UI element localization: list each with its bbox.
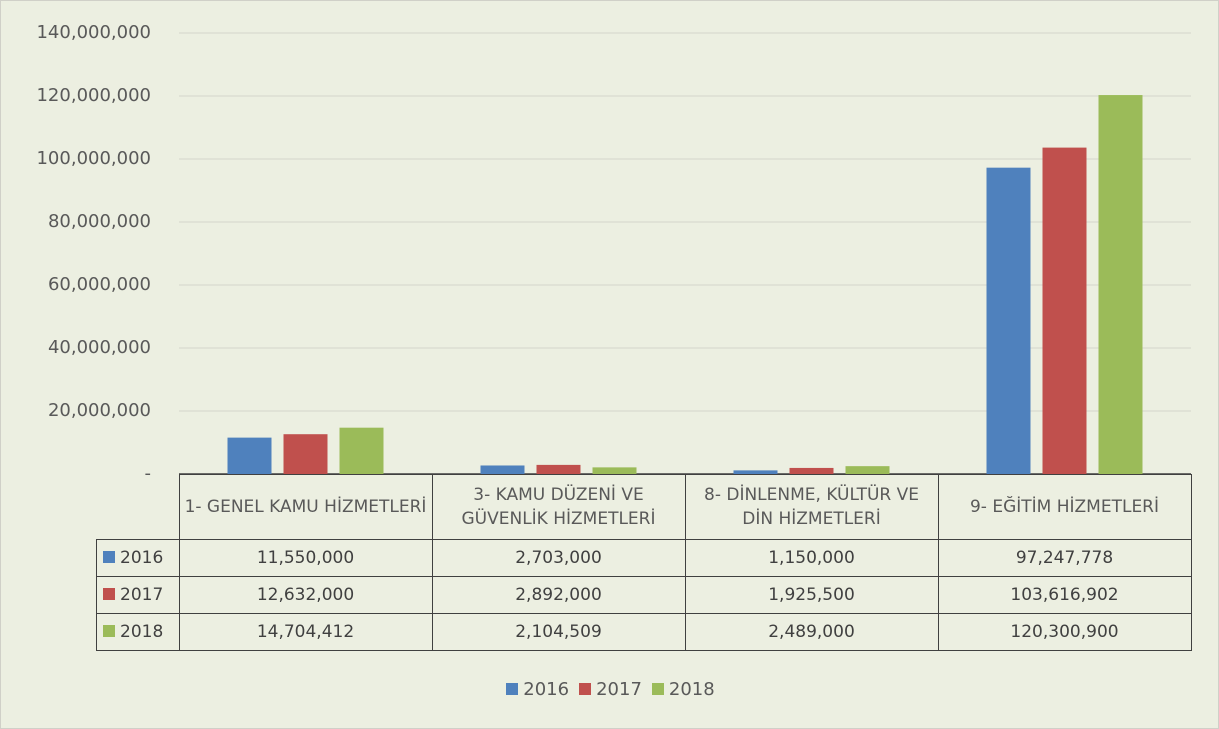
legend-swatch bbox=[103, 551, 115, 563]
data-label: 2,104,509 bbox=[431, 613, 686, 651]
legend-swatch bbox=[651, 683, 664, 695]
table-row-label: 2017 bbox=[96, 576, 180, 614]
data-label: 1,150,000 bbox=[684, 539, 939, 577]
bar bbox=[536, 464, 581, 474]
legend: 2016 2017 2018 bbox=[1, 679, 1218, 700]
x-tick-label: 3- KAMU DÜZENİ VE GÜVENLİK HİZMETLERİ bbox=[431, 474, 686, 540]
bar bbox=[845, 466, 890, 474]
series-name: 2018 bbox=[120, 622, 164, 642]
y-tick-label: 100,000,000 bbox=[36, 148, 151, 169]
data-label: 2,892,000 bbox=[431, 576, 686, 614]
legend-item: 2018 bbox=[651, 679, 715, 700]
bar bbox=[339, 427, 384, 474]
y-tick-label: 60,000,000 bbox=[48, 274, 151, 295]
table-row-label: 2018 bbox=[96, 613, 180, 651]
table-header-row: 1- GENEL KAMU HİZMETLERİ 3- KAMU DÜZENİ V… bbox=[96, 474, 1192, 540]
bar bbox=[789, 467, 834, 474]
x-tick-label: 8- DİNLENME, KÜLTÜR VE DİN HİZMETLERİ bbox=[684, 474, 939, 540]
table-row: 2018 14,704,412 2,104,509 2,489,000 120,300,… bbox=[96, 613, 1192, 651]
table-row-label: 2016 bbox=[96, 539, 180, 577]
bar bbox=[480, 465, 525, 474]
data-label: 97,247,778 bbox=[937, 539, 1192, 577]
legend-label: 2017 bbox=[596, 679, 642, 700]
legend-swatch bbox=[103, 588, 115, 600]
x-tick-label: 9- EĞİTİM HİZMETLERİ bbox=[937, 474, 1192, 540]
legend-label: 2018 bbox=[668, 679, 715, 700]
series-name: 2016 bbox=[120, 548, 164, 568]
data-label: 11,550,000 bbox=[178, 539, 433, 577]
x-tick-label: 1- GENEL KAMU HİZMETLERİ bbox=[178, 474, 433, 540]
legend-swatch bbox=[579, 683, 592, 695]
bar bbox=[733, 470, 778, 474]
bar bbox=[592, 467, 637, 474]
table-row: 2017 12,632,000 2,892,000 1,925,500 103,616,… bbox=[96, 576, 1192, 614]
data-label: 12,632,000 bbox=[178, 576, 433, 614]
y-tick-label: 40,000,000 bbox=[48, 337, 151, 358]
y-tick-label: 80,000,000 bbox=[48, 211, 151, 232]
legend-item: 2017 bbox=[579, 679, 642, 700]
y-tick-label: 20,000,000 bbox=[48, 400, 151, 421]
legend-item: 2016 bbox=[506, 679, 569, 700]
legend-swatch bbox=[506, 683, 519, 695]
data-label: 103,616,902 bbox=[937, 576, 1192, 614]
legend-swatch bbox=[103, 625, 115, 637]
series-name: 2017 bbox=[120, 585, 164, 605]
bar bbox=[1098, 95, 1143, 475]
data-label: 2,489,000 bbox=[684, 613, 939, 651]
data-label: 120,300,900 bbox=[937, 613, 1192, 651]
y-tick-label: - bbox=[145, 463, 152, 484]
data-label: 2,703,000 bbox=[431, 539, 686, 577]
legend-label: 2016 bbox=[523, 679, 570, 700]
data-label: 14,704,412 bbox=[178, 613, 433, 651]
bar bbox=[227, 437, 272, 474]
bar bbox=[283, 434, 328, 474]
bar bbox=[1042, 147, 1087, 475]
data-label: 1,925,500 bbox=[684, 576, 939, 614]
data-table: 1- GENEL KAMU HİZMETLERİ 3- KAMU DÜZENİ V… bbox=[96, 474, 1192, 651]
bar bbox=[986, 167, 1031, 474]
y-tick-label: 140,000,000 bbox=[36, 22, 151, 43]
y-tick-label: 120,000,000 bbox=[36, 85, 151, 106]
table-corner bbox=[96, 474, 180, 540]
table-row: 2016 11,550,000 2,703,000 1,150,000 97,247,7… bbox=[96, 539, 1192, 577]
